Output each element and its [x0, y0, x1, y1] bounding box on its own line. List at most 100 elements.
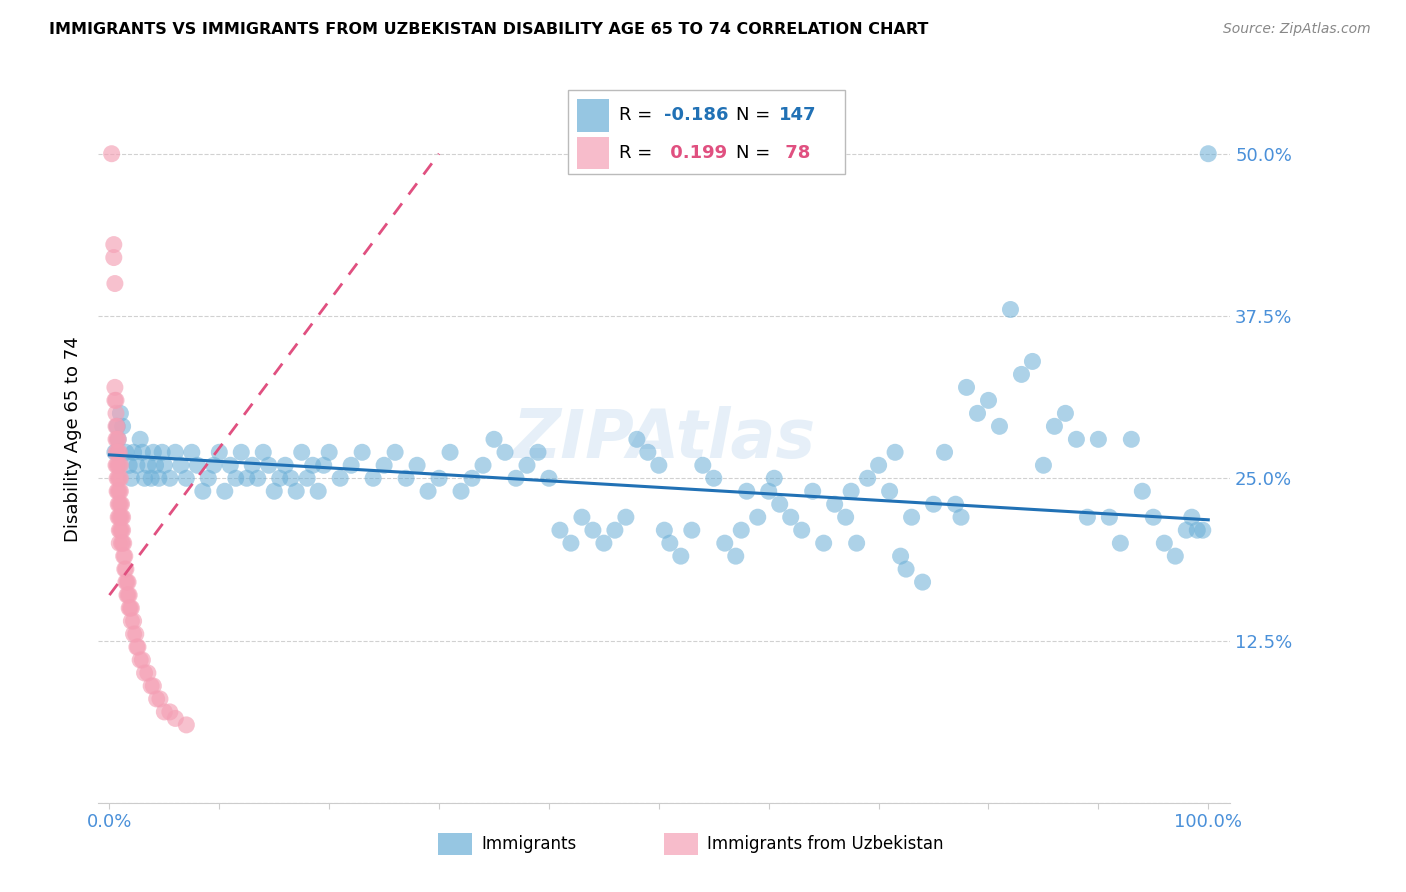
Point	[159, 471, 181, 485]
Point	[134, 665, 156, 680]
Point	[105, 432, 128, 446]
Point	[105, 419, 128, 434]
Point	[111, 536, 134, 550]
Point	[149, 692, 172, 706]
Point	[1181, 510, 1204, 524]
Point	[681, 523, 703, 537]
Point	[120, 601, 142, 615]
Point	[105, 432, 128, 446]
Point	[118, 458, 141, 473]
Point	[747, 510, 769, 524]
Point	[1076, 510, 1098, 524]
Point	[450, 484, 472, 499]
Point	[1187, 523, 1209, 537]
Point	[153, 705, 176, 719]
Point	[108, 497, 131, 511]
Point	[105, 393, 128, 408]
Point	[104, 393, 127, 408]
Point	[141, 679, 163, 693]
Point	[120, 601, 142, 615]
Point	[115, 562, 138, 576]
Point	[1087, 432, 1109, 446]
Point	[384, 445, 406, 459]
Point	[1000, 302, 1022, 317]
Point	[110, 458, 132, 473]
Point	[824, 497, 846, 511]
Point	[111, 419, 134, 434]
Text: -0.186: -0.186	[665, 106, 728, 125]
Point	[1032, 458, 1054, 473]
Point	[884, 445, 907, 459]
Point	[110, 510, 132, 524]
Point	[537, 471, 560, 485]
Point	[118, 588, 141, 602]
Point	[648, 458, 671, 473]
Point	[758, 484, 780, 499]
Point	[105, 484, 128, 499]
Point	[252, 445, 274, 459]
Point	[110, 510, 132, 524]
Point	[894, 562, 917, 576]
Point	[104, 445, 127, 459]
Point	[136, 458, 159, 473]
Point	[108, 458, 131, 473]
Point	[1197, 146, 1219, 161]
Point	[105, 445, 128, 459]
Point	[301, 458, 323, 473]
Point	[176, 718, 198, 732]
Point	[112, 536, 135, 550]
Point	[911, 575, 934, 590]
Point	[115, 575, 138, 590]
Point	[966, 406, 988, 420]
Point	[839, 484, 862, 499]
Point	[427, 471, 450, 485]
Point	[735, 484, 758, 499]
Point	[318, 445, 340, 459]
Point	[1109, 536, 1132, 550]
Point	[150, 445, 173, 459]
Point	[197, 471, 219, 485]
Point	[105, 406, 128, 420]
Point	[219, 458, 242, 473]
Y-axis label: Disability Age 65 to 74: Disability Age 65 to 74	[63, 336, 82, 542]
Point	[868, 458, 890, 473]
Point	[934, 445, 956, 459]
Point	[439, 445, 461, 459]
Point	[131, 445, 153, 459]
Point	[129, 653, 152, 667]
Point	[890, 549, 912, 563]
Point	[120, 471, 142, 485]
Point	[769, 497, 792, 511]
Point	[117, 575, 139, 590]
Point	[110, 523, 132, 537]
Point	[395, 471, 418, 485]
Point	[482, 432, 505, 446]
Point	[148, 471, 170, 485]
Point	[1054, 406, 1077, 420]
Point	[110, 484, 132, 499]
Point	[111, 523, 134, 537]
Point	[191, 484, 214, 499]
Point	[112, 549, 135, 563]
Point	[406, 458, 429, 473]
Point	[100, 146, 122, 161]
Point	[105, 458, 128, 473]
Point	[416, 484, 439, 499]
Point	[104, 380, 127, 394]
Point	[637, 445, 659, 459]
Point	[340, 458, 363, 473]
Point	[107, 458, 129, 473]
Point	[790, 523, 813, 537]
Point	[922, 497, 945, 511]
Point	[280, 471, 302, 485]
Point	[527, 445, 550, 459]
Point	[373, 458, 395, 473]
Point	[263, 484, 285, 499]
Text: R =: R =	[619, 145, 658, 162]
Point	[141, 471, 163, 485]
Text: N =: N =	[735, 106, 776, 125]
Point	[779, 510, 801, 524]
Point	[312, 458, 335, 473]
Point	[202, 458, 225, 473]
Point	[352, 445, 374, 459]
